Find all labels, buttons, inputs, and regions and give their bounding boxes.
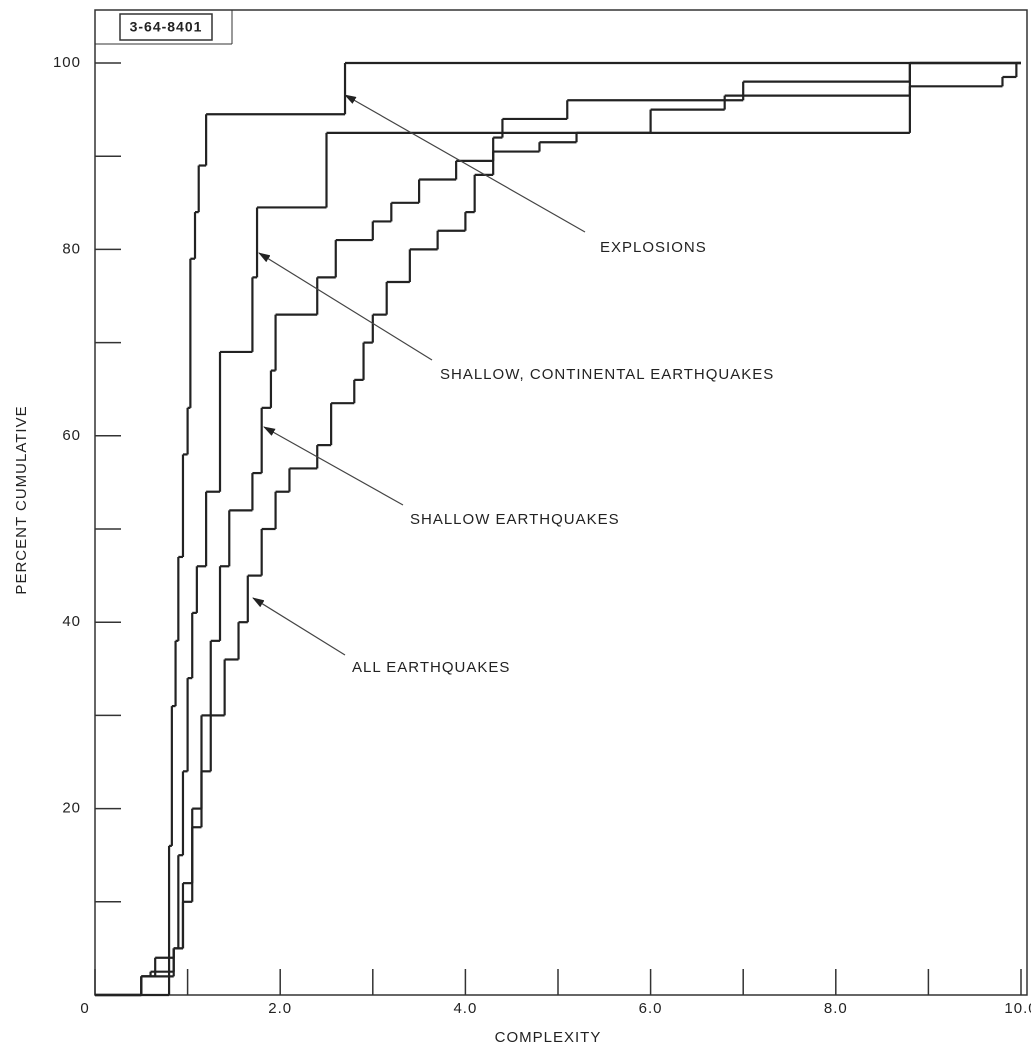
annotation-arrow (263, 426, 404, 506)
x-tick-label: 4.0 (453, 1000, 477, 1017)
annotation-arrow (344, 94, 586, 233)
annotation-arrow (252, 597, 346, 656)
annotation: SHALLOW EARTHQUAKES (410, 511, 620, 528)
y-tick-label: 100 (53, 54, 81, 71)
x-tick-label: 10.0 (1004, 1000, 1031, 1017)
annotation-arrow (258, 252, 433, 361)
y-tick-label: 60 (62, 427, 81, 444)
x-tick-label: 6.0 (639, 1000, 663, 1017)
annotation: EXPLOSIONS (600, 239, 707, 256)
y-axis-title: PERCENT CUMULATIVE (13, 405, 30, 594)
x-tick-label: 2.0 (268, 1000, 292, 1017)
x-tick-label: 0 (80, 1000, 89, 1017)
x-axis-title: COMPLEXITY (495, 1029, 602, 1046)
x-tick-label: 8.0 (824, 1000, 848, 1017)
annotation: ALL EARTHQUAKES (352, 659, 510, 676)
y-tick-label: 20 (62, 800, 81, 817)
figure-id-box (119, 13, 213, 41)
y-tick-label: 80 (62, 240, 81, 257)
figure-id: 3-64-8401 (130, 19, 203, 35)
y-tick-label: 40 (62, 613, 81, 630)
annotation: SHALLOW, CONTINENTAL EARTHQUAKES (440, 366, 774, 383)
plot-frame (94, 9, 1028, 996)
